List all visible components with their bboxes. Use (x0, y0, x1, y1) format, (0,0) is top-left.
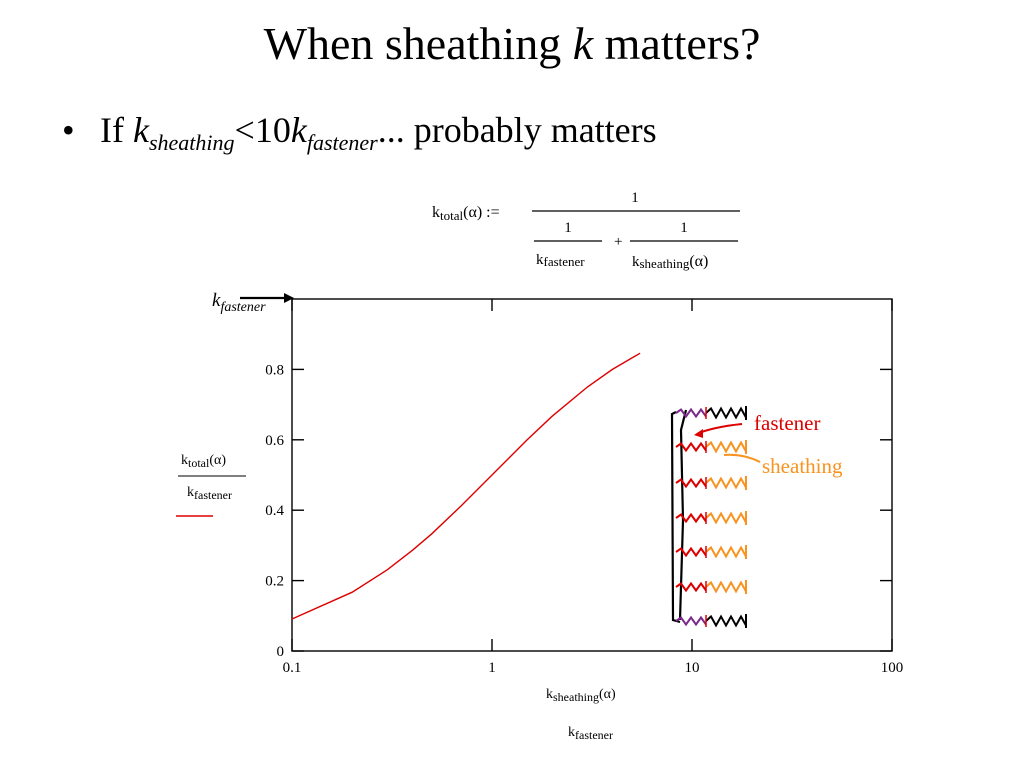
svg-text:ktotal(α) :=: ktotal(α) := (432, 204, 500, 223)
x-tick-label: 0.1 (283, 660, 302, 676)
svg-text:kfastener: kfastener (568, 725, 613, 742)
sheathing-spring (705, 614, 747, 628)
sheathing-spring (705, 476, 747, 490)
plot-frame (291, 298, 893, 652)
fastener-spring (675, 546, 707, 558)
y-tick-label: 0.4 (265, 503, 284, 519)
fastener-spring (675, 441, 707, 453)
svg-text:ksheathing(α): ksheathing(α) (632, 253, 708, 271)
panel-bracket-right (678, 409, 688, 621)
fastener-pointer-arrow (696, 423, 743, 435)
svg-text:kfastener: kfastener (187, 485, 232, 502)
x-tick-labels: 0.1 1 10 100 (283, 660, 904, 676)
bullet-marker: • (62, 110, 75, 150)
slide-title: When sheathing k matters? (263, 18, 761, 69)
sheathing-spring (705, 406, 747, 420)
svg-text:ksheathing(α): ksheathing(α) (546, 687, 616, 704)
kfastener-marker: kfastener (212, 290, 294, 315)
svg-text:ktotal(α): ktotal(α) (181, 453, 226, 470)
title-k-variable: k (572, 18, 594, 69)
sheathing-spring (705, 580, 747, 594)
formula-numerator: 1 (631, 190, 639, 206)
svg-text:kfastener: kfastener (212, 290, 266, 315)
y-tick-label: 0.2 (265, 574, 284, 590)
fastener-spring (675, 512, 707, 524)
y-tick-labels: 0 0.2 0.4 0.6 0.8 (265, 362, 284, 660)
sheathing-spring (705, 511, 747, 525)
sheathing-pointer-arrow (723, 453, 761, 463)
y-tick-label: 0 (277, 644, 285, 660)
fastener-spring (675, 477, 707, 489)
sheathing-spring (705, 440, 747, 454)
sheathing-label: sheathing (762, 454, 843, 478)
sheathing-spring (705, 545, 747, 559)
formula-plus: + (614, 234, 622, 250)
svg-text:kfastener: kfastener (536, 252, 585, 269)
y-tick-label: 0.6 (265, 433, 284, 449)
series-line-ktotal (291, 352, 641, 620)
fastener-spring (675, 407, 707, 419)
fastener-spring (675, 615, 707, 627)
x-tick-label: 1 (488, 660, 496, 676)
panel-sketch: fastener sheathing (670, 406, 843, 628)
fastener-spring (675, 581, 707, 593)
svg-text:1: 1 (680, 220, 688, 236)
x-tick-label: 10 (685, 660, 700, 676)
bullet-point: • If ksheathing<10kfastener... probably m… (62, 106, 657, 167)
x-tick-label: 100 (881, 660, 904, 676)
axis-ticks (291, 299, 893, 652)
y-tick-label: 0.8 (265, 362, 284, 378)
x-axis-label: ksheathing(α) kfastener (546, 687, 616, 742)
formula: ktotal(α) := 1 1 kfastener + 1 ksheathin… (432, 190, 740, 271)
svg-text:1: 1 (564, 220, 572, 236)
fastener-label: fastener (754, 411, 820, 435)
y-axis-label: ktotal(α) kfastener (176, 453, 246, 517)
